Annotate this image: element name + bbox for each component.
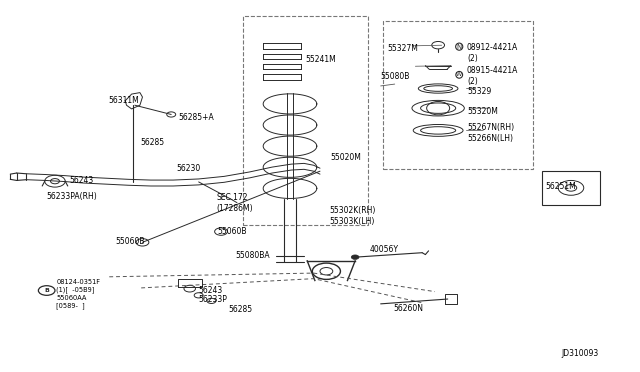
Text: 55060B: 55060B <box>218 227 247 236</box>
Text: 55060B: 55060B <box>116 237 145 246</box>
Text: 55267N(RH)
55266N(LH): 55267N(RH) 55266N(LH) <box>467 123 514 143</box>
Text: 56285+A: 56285+A <box>178 113 214 122</box>
Text: B: B <box>44 288 49 293</box>
Text: 56311M: 56311M <box>108 96 139 105</box>
Text: 56243: 56243 <box>70 176 94 185</box>
Text: 55302K(RH)
55303K(LH): 55302K(RH) 55303K(LH) <box>330 206 376 227</box>
Text: N: N <box>456 44 462 49</box>
Text: 56243: 56243 <box>198 286 223 295</box>
Text: 55329: 55329 <box>467 87 491 96</box>
Circle shape <box>351 255 359 259</box>
Text: 55080B: 55080B <box>380 72 410 81</box>
Text: 56230: 56230 <box>176 164 200 173</box>
Text: 55020M: 55020M <box>331 153 362 162</box>
Text: 08912-4421A
(2): 08912-4421A (2) <box>467 42 518 62</box>
Text: 55327M: 55327M <box>387 44 418 52</box>
Text: 56285: 56285 <box>228 305 252 314</box>
Text: 40056Y: 40056Y <box>370 244 399 253</box>
Text: W: W <box>456 72 462 77</box>
Text: 56233P: 56233P <box>198 295 228 304</box>
Text: 55241M: 55241M <box>305 55 336 64</box>
Text: 56260N: 56260N <box>394 304 424 313</box>
Text: 56251M: 56251M <box>545 182 576 191</box>
Text: 55320M: 55320M <box>467 108 498 116</box>
Text: 08124-0351F
(1)[  -05B9]
55060AA
[0589-  ]: 08124-0351F (1)[ -05B9] 55060AA [0589- ] <box>56 279 100 309</box>
Text: SEC.172
(17286M): SEC.172 (17286M) <box>216 193 253 213</box>
Text: 55080BA: 55080BA <box>236 251 270 260</box>
Text: JD310093: JD310093 <box>561 349 598 358</box>
Text: 56233PA(RH): 56233PA(RH) <box>47 192 97 201</box>
Text: 56285: 56285 <box>140 138 164 147</box>
Text: 08915-4421A
(2): 08915-4421A (2) <box>467 65 518 86</box>
